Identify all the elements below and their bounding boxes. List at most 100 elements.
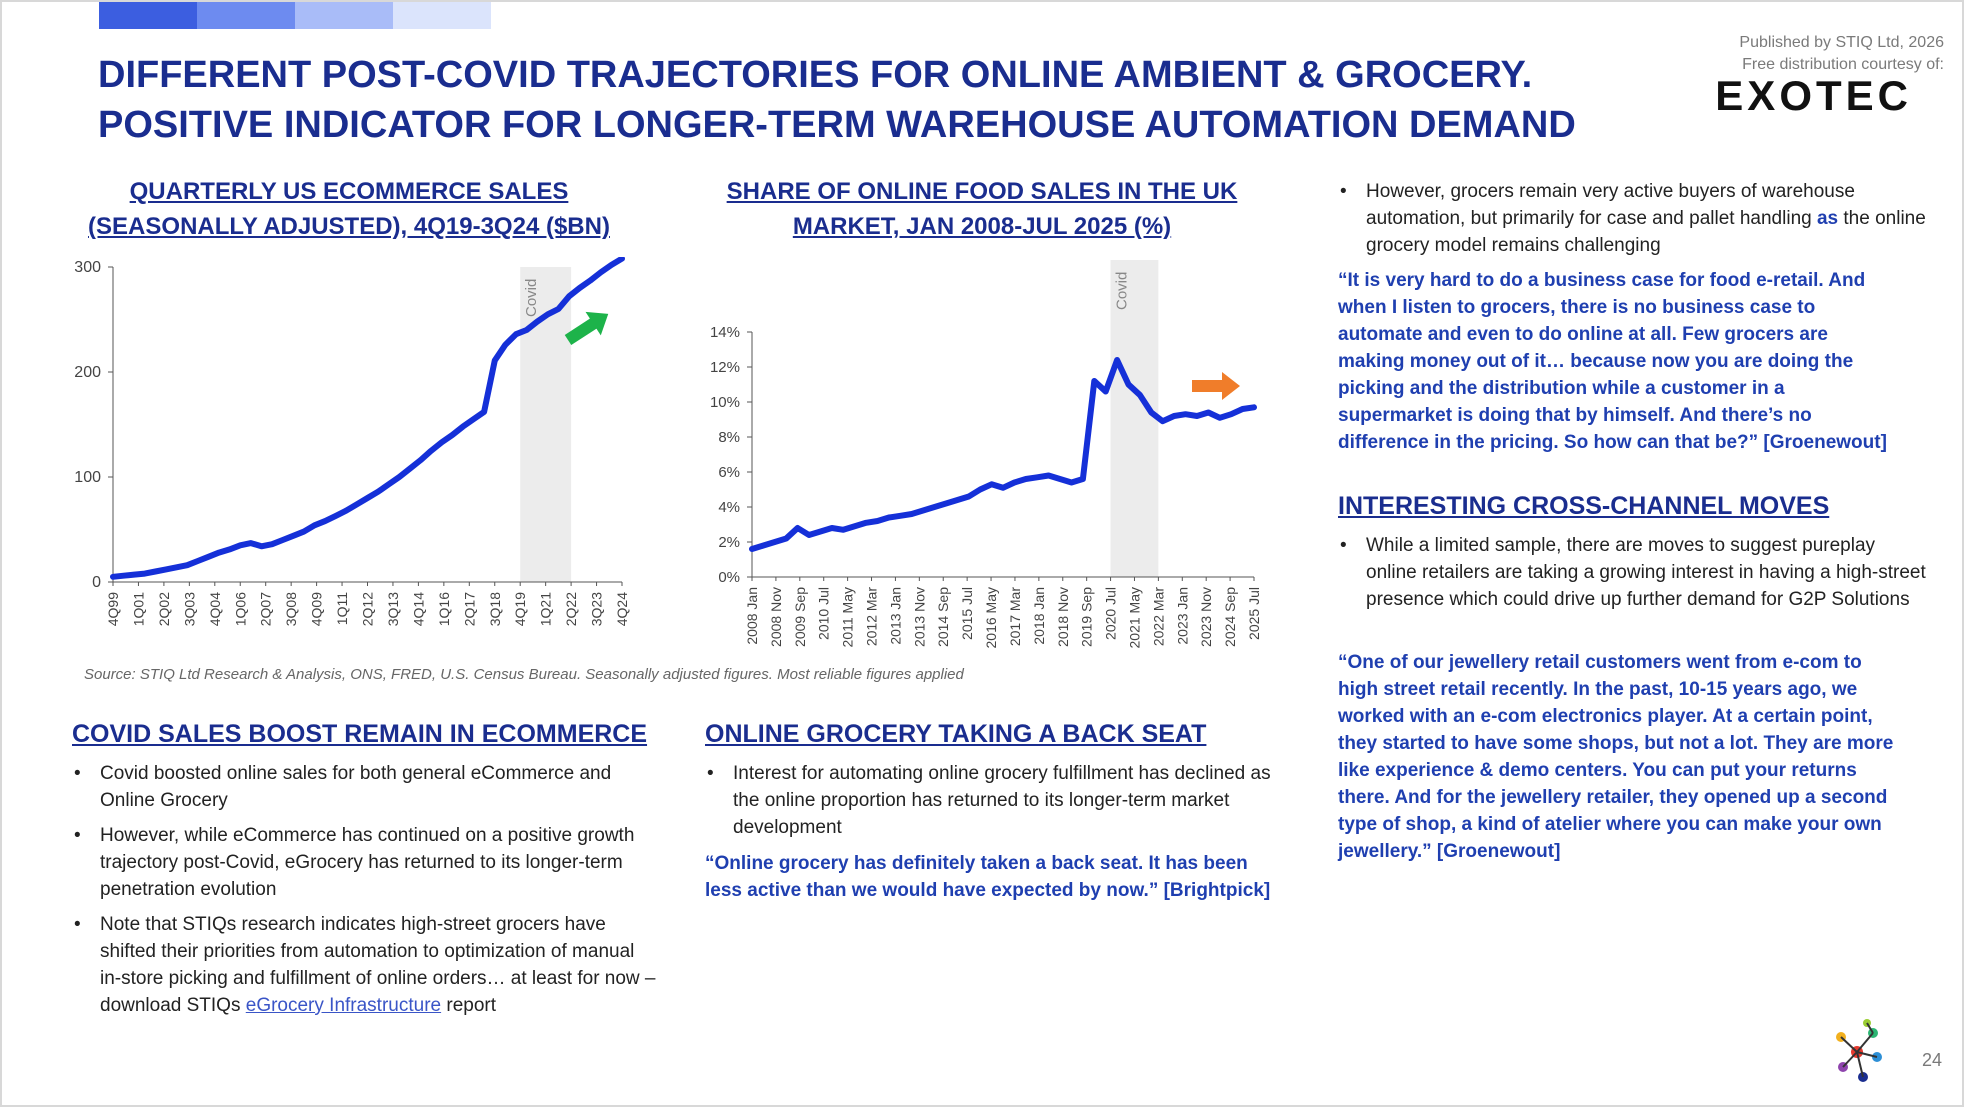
y-tick-label: 14%: [710, 324, 740, 341]
x-tick-label: 2015 Jul: [959, 587, 975, 640]
top-bar-segment: [197, 2, 295, 29]
x-tick-label: 2013 Nov: [911, 587, 927, 647]
y-tick-label: 8%: [718, 429, 740, 446]
covid-band: [520, 267, 572, 582]
grocers-bullets: However, grocers remain very active buye…: [1338, 178, 1926, 267]
uk-online-food-share-chart: Covid 0% 2% 4% 6% 8% 10% 12% 14% 2008 Jan 2008 Nov…: [710, 260, 1262, 648]
covid-boost-bullets: Covid boosted online sales for both gene…: [72, 760, 660, 1027]
x-tick-label: 2016 May: [983, 587, 999, 648]
x-tick-label: 2018 Jan: [1031, 587, 1047, 645]
online-grocery-bullets: Interest for automating online grocery f…: [705, 760, 1293, 849]
groenewout-quote-2: “One of our jewellery retail customers w…: [1338, 652, 1894, 862]
x-tick-label: 2008 Nov: [768, 587, 784, 647]
x-tick-label: 2012 Mar: [864, 587, 880, 646]
bullet-item: Note that STIQs research indicates high-…: [74, 911, 660, 1019]
y-tick-label: 2%: [718, 534, 740, 551]
x-tick-label: 1Q16: [436, 592, 452, 626]
trend-arrow-icon: [1192, 372, 1240, 400]
bullet-text: However, grocers remain very active buye…: [1366, 181, 1855, 229]
y-tick-label: 12%: [710, 359, 740, 376]
bullet-text: Note that STIQs research indicates high-…: [100, 914, 656, 1016]
x-tick-label: 2008 Jan: [744, 587, 760, 645]
x-tick-label: 1Q06: [232, 592, 248, 626]
y-tick-label: 4%: [718, 499, 740, 516]
x-tick-label: 2010 Jul: [816, 587, 832, 640]
x-tick-label: 2009 Sep: [792, 587, 808, 647]
cross-channel-bullets: While a limited sample, there are moves …: [1338, 532, 1926, 621]
x-tick-label: 4Q09: [309, 592, 325, 626]
stiq-logo-icon: [1836, 1019, 1882, 1082]
y-tick-label: 0: [92, 574, 101, 591]
bullet-item: While a limited sample, there are moves …: [1340, 532, 1926, 613]
top-color-bar: [99, 2, 491, 29]
bullet-emphasis: as: [1816, 208, 1839, 229]
chart2-title: SHARE OF ONLINE FOOD SALES IN THE UK MAR…: [726, 178, 1238, 240]
cross-channel-heading: INTERESTING CROSS-CHANNEL MOVES: [1338, 492, 1830, 520]
x-tick-label: 2024 Sep: [1222, 587, 1238, 647]
x-tick-label: 1Q01: [130, 592, 146, 626]
y-tick-label: 0%: [718, 569, 740, 586]
x-tick-label: 2Q07: [258, 592, 274, 626]
chart1-title: QUARTERLY US ECOMMERCE SALES (SEASONALLY…: [88, 178, 610, 240]
source-note: Source: STIQ Ltd Research & Analysis, ON…: [84, 666, 964, 683]
x-tick-label: 2022 Mar: [1150, 587, 1166, 646]
covid-band: [1110, 260, 1159, 577]
covid-boost-heading: COVID SALES BOOST REMAIN IN ECOMMERCE: [72, 720, 648, 748]
publisher-note: Published by STIQ Ltd, 2026 Free distrib…: [1739, 32, 1944, 76]
x-tick-label: 1Q21: [538, 592, 554, 626]
x-tick-label: 2018 Nov: [1055, 587, 1071, 647]
groenewout-quote-1: “It is very hard to do a business case f…: [1338, 270, 1887, 453]
x-tick-label: 2011 May: [840, 587, 856, 647]
arrow-shaft: [1192, 380, 1224, 392]
x-tick-label: 2014 Sep: [935, 587, 951, 647]
y-tick-label: 300: [74, 259, 101, 276]
brightpick-quote: “Online grocery has definitely taken a b…: [705, 853, 1271, 901]
x-tick-label: 2Q17: [461, 592, 477, 626]
x-tick-label: 2013 Jan: [887, 587, 903, 645]
y-tick-label: 100: [74, 469, 101, 486]
top-bar-segment: [99, 2, 197, 29]
bullet-item: Covid boosted online sales for both gene…: [74, 760, 660, 814]
x-tick-label: 3Q13: [385, 592, 401, 626]
x-tick-label: 4Q99: [105, 592, 121, 626]
y-tick-label: 10%: [710, 394, 740, 411]
exotec-logo: EXOTEC: [1715, 72, 1912, 119]
series-line: [110, 257, 625, 580]
x-tick-label: 4Q24: [614, 592, 630, 626]
y-tick-label: 200: [74, 364, 101, 381]
egrocery-report-link[interactable]: eGrocery Infrastructure: [245, 995, 442, 1016]
x-tick-label: 2025 Jul: [1246, 587, 1262, 640]
x-tick-label: 4Q19: [512, 592, 528, 626]
x-tick-label: 2021 May: [1126, 587, 1142, 648]
ecommerce-sales-chart: Covid 0 100 200 300 4Q99 1Q01 2Q02 3Q03 4Q04 1Q06 2…: [74, 257, 630, 626]
page-number: 24: [1921, 1050, 1942, 1070]
trend-arrow-icon: [564, 311, 609, 346]
x-tick-label: 2Q02: [156, 592, 172, 626]
series-line: [749, 357, 1257, 552]
x-tick-label: 3Q18: [487, 592, 503, 626]
x-tick-label: 2Q12: [360, 592, 376, 626]
x-tick-label: 3Q23: [589, 592, 605, 626]
bullet-text: the online grocery model remains challen…: [1366, 208, 1926, 256]
x-tick-label: 2023 Nov: [1198, 587, 1214, 647]
top-bar-segment: [393, 2, 491, 29]
x-tick-label: 2Q22: [563, 592, 579, 626]
x-tick-label: 3Q08: [283, 592, 299, 626]
publisher-line: Published by STIQ Ltd, 2026: [1739, 34, 1944, 51]
x-tick-label: 1Q11: [334, 592, 350, 625]
arrow-head: [585, 311, 609, 336]
bullet-text: report: [441, 995, 497, 1016]
y-tick-label: 6%: [718, 464, 740, 481]
courtesy-line: Free distribution courtesy of:: [1742, 56, 1944, 73]
page-title: DIFFERENT POST-COVID TRAJECTORIES FOR ON…: [98, 54, 1576, 146]
x-tick-label: 4Q04: [207, 592, 223, 626]
x-tick-label: 2023 Jan: [1174, 587, 1190, 645]
arrow-shaft: [564, 317, 599, 346]
bullet-item: However, grocers remain very active buye…: [1340, 178, 1926, 259]
x-tick-label: 3Q03: [181, 592, 197, 626]
bullet-item: However, while eCommerce has continued o…: [74, 822, 660, 903]
arrow-head: [1222, 372, 1240, 400]
covid-label: Covid: [1114, 272, 1131, 310]
x-tick-label: 4Q14: [410, 592, 426, 626]
